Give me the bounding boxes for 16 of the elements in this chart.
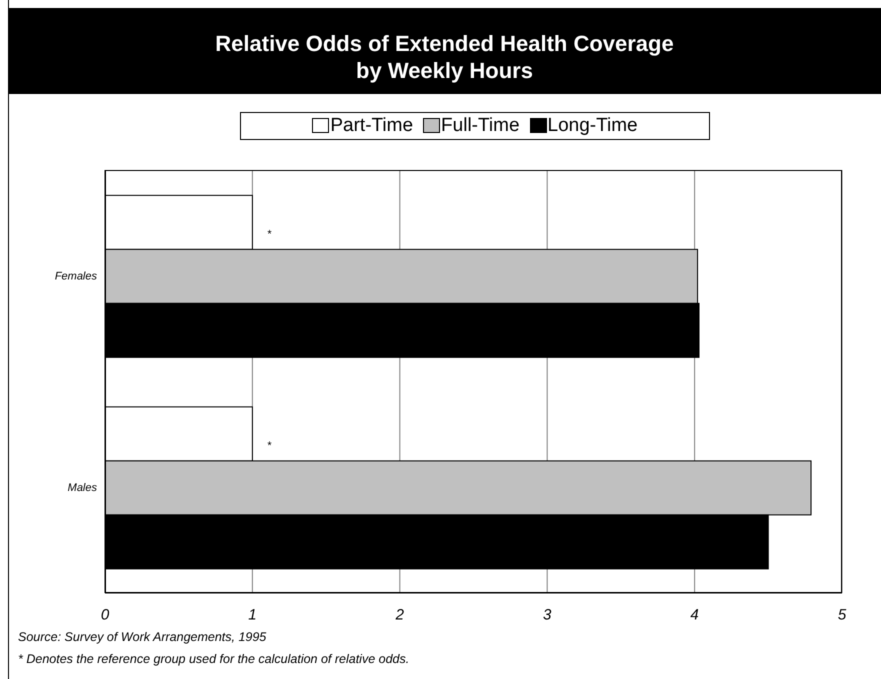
x-tick-label: 5 bbox=[838, 606, 847, 624]
legend-label: Part-Time bbox=[330, 115, 414, 137]
x-tick-label: 4 bbox=[690, 606, 699, 624]
y-tick-label: Females bbox=[54, 270, 98, 283]
annotation: * bbox=[267, 440, 272, 452]
y-tick-label: Males bbox=[68, 482, 98, 494]
x-tick-label: 2 bbox=[394, 606, 405, 624]
chart-title: Relative Odds of Extended Health Coverage by Weekly Hours bbox=[214, 30, 675, 84]
x-tick-label: 3 bbox=[543, 606, 552, 624]
annotation: * bbox=[267, 228, 272, 240]
legend-label: Long-Time bbox=[548, 115, 638, 137]
text: * Denotes the reference group used for the calculation of relative odds. bbox=[18, 651, 410, 668]
legend-label: Full-Time bbox=[441, 115, 520, 137]
source-note: Source: Survey of Work Arrangements, 1995 bbox=[18, 629, 268, 646]
x-tick-label: 0 bbox=[100, 606, 110, 624]
x-tick-label: 1 bbox=[248, 606, 257, 624]
